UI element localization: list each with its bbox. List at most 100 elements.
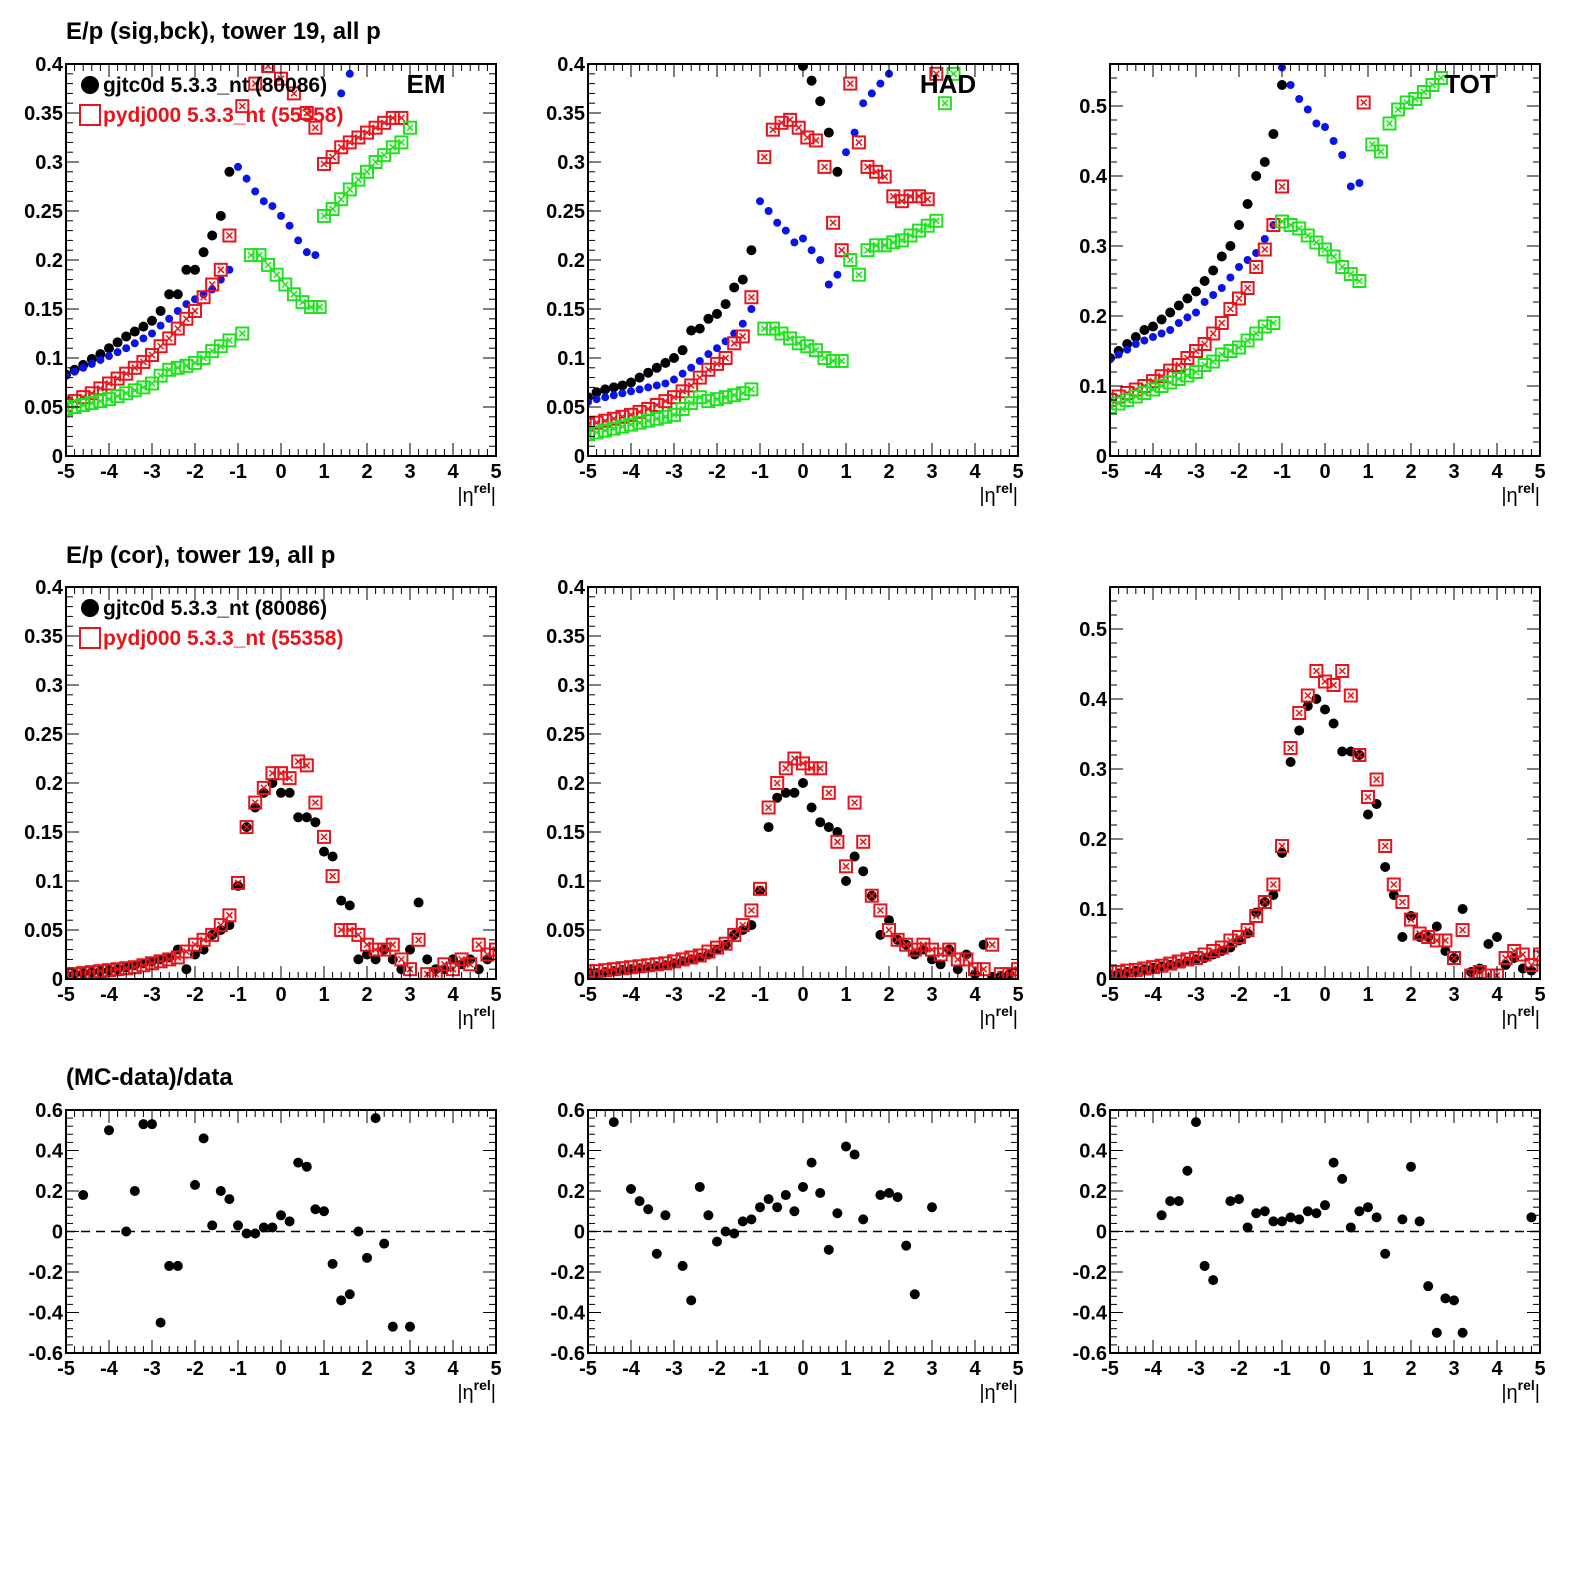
x-tick-label: -2 bbox=[186, 461, 204, 483]
y-tick-label: 0.1 bbox=[35, 871, 63, 893]
y-axis: -0.6 -0.4 -0.2 0 0.2 0.4 0.6 bbox=[1073, 1100, 1540, 1365]
marker-box bbox=[1447, 951, 1461, 965]
marker-dot bbox=[1165, 307, 1176, 318]
marker-box bbox=[796, 756, 810, 771]
series-0 bbox=[1156, 1117, 1537, 1338]
marker-box bbox=[1412, 926, 1427, 941]
marker-dot bbox=[284, 787, 295, 798]
marker-box bbox=[959, 952, 974, 967]
marker-dot bbox=[344, 900, 355, 911]
marker-cross bbox=[346, 185, 354, 193]
x-tick-label: -3 bbox=[1187, 984, 1205, 1006]
marker-dot bbox=[798, 778, 808, 788]
marker-cross bbox=[320, 833, 328, 841]
marker-box bbox=[1318, 674, 1332, 689]
marker-box bbox=[239, 820, 254, 835]
x-tick-label: 1 bbox=[318, 461, 329, 483]
plot-had-cor: -5 -4 -3 -2 -1 0 1 2 3 4 5|ηrel| 0 0.05 0.1 0.15 0.2 0.2… bbox=[546, 577, 1024, 1030]
x-tick-label: 4 bbox=[1491, 1358, 1503, 1380]
marker-cross bbox=[1407, 915, 1415, 924]
marker-cross bbox=[1261, 898, 1269, 906]
marker-cross bbox=[1330, 681, 1338, 689]
marker-box bbox=[808, 343, 823, 358]
marker-box bbox=[213, 918, 228, 933]
marker-box bbox=[360, 125, 374, 140]
marker-dot bbox=[601, 393, 610, 402]
x-axis-label: |ηrel| bbox=[979, 1377, 1018, 1404]
marker-box bbox=[325, 150, 340, 165]
x-tick-label: 4 bbox=[1491, 461, 1503, 483]
x-tick-label: -5 bbox=[1101, 461, 1119, 483]
marker-box bbox=[757, 321, 772, 336]
marker-cross bbox=[303, 761, 311, 769]
marker-box bbox=[205, 277, 220, 292]
marker-dot bbox=[344, 1289, 355, 1300]
marker-dot bbox=[1157, 329, 1166, 338]
marker-cross bbox=[165, 334, 173, 342]
marker-cross bbox=[1330, 252, 1338, 261]
x-tick-label: 3 bbox=[926, 461, 937, 483]
marker-dot bbox=[823, 822, 834, 833]
marker-box bbox=[1395, 895, 1410, 909]
marker-box bbox=[744, 382, 759, 397]
y-axis: 0 0.05 0.1 0.15 0.2 0.25 0.3 0.35 0.4 bbox=[546, 54, 1018, 468]
y-tick-label: -0.2 bbox=[29, 1262, 63, 1284]
marker-box bbox=[942, 942, 957, 957]
marker-dot bbox=[224, 166, 235, 177]
y-tick-label: 0.3 bbox=[35, 152, 63, 174]
marker-dot bbox=[190, 1179, 200, 1190]
marker-cross bbox=[1360, 98, 1368, 107]
marker-dot bbox=[651, 362, 662, 373]
marker-dot bbox=[703, 1210, 714, 1221]
marker-cross bbox=[1390, 880, 1398, 889]
marker-cross bbox=[329, 153, 337, 161]
marker-dot bbox=[927, 1202, 937, 1213]
marker-box bbox=[286, 287, 301, 302]
marker-dot bbox=[277, 211, 285, 220]
marker-box bbox=[839, 859, 853, 874]
marker-box bbox=[761, 800, 776, 815]
marker-cross bbox=[1527, 961, 1535, 969]
marker-box bbox=[701, 944, 716, 959]
marker-cross bbox=[251, 80, 259, 88]
legend-data-label: gjtc0d 5.3.3_nt (80086) bbox=[103, 74, 327, 97]
marker-dot bbox=[1260, 235, 1269, 243]
marker-cross bbox=[932, 70, 940, 78]
marker-dot bbox=[1259, 157, 1270, 167]
marker-box bbox=[261, 257, 276, 272]
marker-box bbox=[813, 761, 828, 776]
y-tick-label: 0.6 bbox=[35, 1100, 63, 1122]
marker-dot bbox=[884, 1188, 894, 1199]
marker-cross bbox=[1355, 751, 1363, 759]
x-tick-label: 3 bbox=[404, 1358, 415, 1380]
marker-box bbox=[851, 135, 866, 150]
marker-box bbox=[411, 932, 426, 947]
marker-cross bbox=[354, 931, 362, 939]
marker-dot bbox=[935, 959, 946, 970]
marker-box bbox=[1309, 664, 1324, 678]
marker-box bbox=[1197, 337, 1212, 351]
marker-cross bbox=[208, 280, 216, 289]
y-tick-label: 0.3 bbox=[557, 675, 585, 697]
marker-dot bbox=[301, 812, 312, 823]
marker-dot bbox=[909, 1289, 920, 1300]
marker-box bbox=[834, 243, 849, 258]
x-axis-label: |ηrel| bbox=[457, 480, 496, 507]
marker-cross bbox=[329, 205, 337, 213]
marker-dot bbox=[293, 1157, 304, 1168]
marker-dot bbox=[608, 1117, 619, 1128]
marker-box bbox=[351, 130, 366, 145]
x-tick-label: -5 bbox=[1101, 984, 1119, 1006]
series-layer bbox=[1110, 664, 1540, 980]
y-tick-label: 0.2 bbox=[557, 250, 585, 272]
x-axis-label: |ηrel| bbox=[1501, 1377, 1540, 1404]
marker-dot bbox=[422, 954, 433, 965]
y-tick-label: 0.2 bbox=[35, 773, 63, 795]
marker-dot bbox=[772, 1202, 783, 1213]
marker-box bbox=[735, 329, 750, 344]
marker-box bbox=[903, 189, 918, 204]
y-tick-label: 0 bbox=[52, 1222, 63, 1244]
x-tick-label: 0 bbox=[797, 1358, 808, 1380]
marker-cross bbox=[311, 799, 319, 807]
marker-dot bbox=[1174, 319, 1183, 327]
